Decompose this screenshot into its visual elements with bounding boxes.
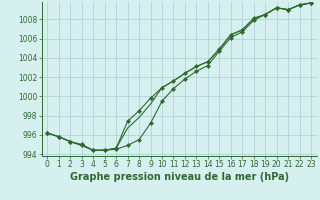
X-axis label: Graphe pression niveau de la mer (hPa): Graphe pression niveau de la mer (hPa) <box>70 172 289 182</box>
